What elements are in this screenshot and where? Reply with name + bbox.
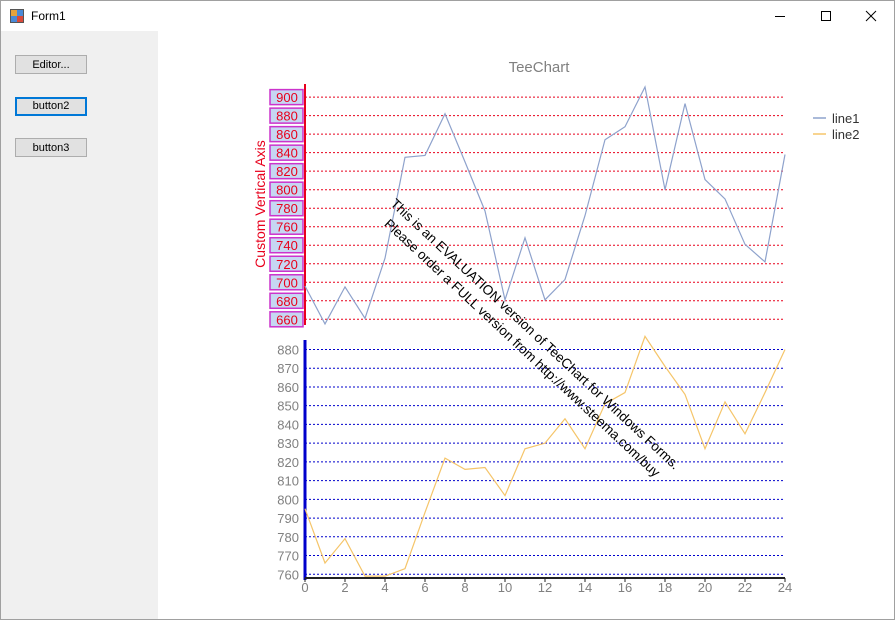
axis-label-box — [269, 181, 304, 198]
bottom-axis-tick-label: 830 — [277, 436, 299, 451]
x-tick-label: 6 — [421, 580, 428, 595]
bottom-axis-tick-label: 780 — [277, 530, 299, 545]
x-tick-label: 12 — [538, 580, 552, 595]
axis-label-box — [269, 107, 304, 124]
axis-label-box — [269, 162, 304, 180]
watermark-line: This is an EVALUATION version of TeeChar… — [388, 196, 683, 473]
x-tick-label: 18 — [658, 580, 672, 595]
watermark-line: Please order a FULL version from http://… — [382, 216, 664, 480]
app-icon — [10, 9, 24, 23]
x-tick-label: 0 — [301, 580, 308, 595]
minimize-icon[interactable] — [757, 1, 803, 31]
axis-label-box — [269, 311, 304, 328]
legend-line2: line2 — [832, 127, 859, 142]
axis-label-box — [269, 144, 304, 161]
teechart: TeeChart90088086084082080078076074072070… — [252, 59, 859, 595]
x-tick-label: 22 — [738, 580, 752, 595]
legend-line1: line1 — [832, 111, 859, 126]
custom-axis-tick-label: 900 — [276, 90, 298, 105]
bottom-axis-tick-label: 810 — [277, 474, 299, 489]
custom-axis-tick-label: 840 — [276, 146, 298, 161]
close-icon[interactable] — [848, 1, 894, 31]
button3[interactable]: button3 — [15, 138, 87, 157]
axis-label-box — [269, 218, 304, 235]
bottom-axis-tick-label: 850 — [277, 399, 299, 414]
bottom-axis-tick-label: 880 — [277, 342, 299, 357]
chart-title: TeeChart — [509, 59, 571, 76]
custom-axis-tick-label: 760 — [276, 220, 298, 235]
evaluation-watermark: This is an EVALUATION version of TeeChar… — [382, 196, 683, 480]
custom-axis-tick-label: 700 — [276, 275, 298, 290]
window-title: Form1 — [31, 9, 66, 23]
axis-label-box — [269, 88, 304, 106]
title-bar[interactable]: Form1 — [1, 1, 894, 31]
axis-label-box — [269, 236, 304, 254]
x-tick-label: 24 — [778, 580, 792, 595]
maximize-icon[interactable] — [803, 1, 849, 31]
custom-axis-tick-label: 860 — [276, 127, 298, 142]
x-tick-label: 10 — [498, 580, 512, 595]
custom-axis-tick-label: 820 — [276, 164, 298, 179]
bottom-axis-tick-label: 840 — [277, 417, 299, 432]
custom-axis-tick-label: 800 — [276, 183, 298, 198]
x-tick-label: 14 — [578, 580, 592, 595]
bottom-axis-tick-label: 860 — [277, 380, 299, 395]
series-line1 — [304, 85, 786, 326]
axis-label-box — [269, 199, 304, 217]
custom-axis-tick-label: 660 — [276, 312, 298, 327]
teechart-panel[interactable]: TeeChart 900 880 860 840 820 800 780 760 740 720 70… — [158, 31, 894, 619]
custom-axis-tick-label: 740 — [276, 238, 298, 253]
editor-button[interactable]: Editor... — [15, 55, 87, 74]
x-tick-label: 4 — [381, 580, 388, 595]
custom-axis-tick-label: 680 — [276, 294, 298, 309]
bottom-axis-tick-label: 800 — [277, 492, 299, 507]
x-tick-label: 20 — [698, 580, 712, 595]
custom-axis-title: Custom Vertical Axis — [252, 140, 268, 268]
axis-label-box — [269, 125, 304, 143]
bottom-axis-tick-label: 770 — [277, 549, 299, 564]
x-tick-label: 8 — [461, 580, 468, 595]
bottom-axis-tick-label: 790 — [277, 511, 299, 526]
custom-axis-tick-label: 720 — [276, 257, 298, 272]
axis-label-box — [269, 292, 304, 310]
x-tick-label: 16 — [618, 580, 632, 595]
series-line2 — [304, 335, 786, 577]
bottom-axis-tick-label: 820 — [277, 455, 299, 470]
bottom-axis-tick-label: 870 — [277, 361, 299, 376]
custom-axis-tick-label: 880 — [276, 109, 298, 124]
custom-axis-tick-label: 780 — [276, 201, 298, 216]
axis-label-box — [269, 255, 304, 272]
x-tick-label: 2 — [341, 580, 348, 595]
button2[interactable]: button2 — [15, 97, 87, 116]
bottom-axis-tick-label: 760 — [277, 567, 299, 582]
axis-label-box — [269, 274, 304, 291]
